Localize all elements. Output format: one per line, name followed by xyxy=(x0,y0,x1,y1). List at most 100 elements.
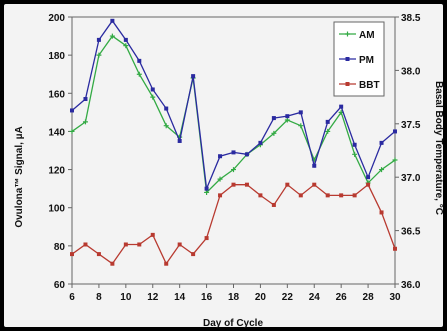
pm-point xyxy=(379,140,384,145)
bbt-point xyxy=(231,182,236,187)
bbt-point xyxy=(110,261,115,266)
am-point xyxy=(82,119,88,125)
pm-point xyxy=(339,104,344,109)
bbt-point xyxy=(393,246,397,251)
am-point xyxy=(271,130,277,136)
am-point xyxy=(379,167,385,173)
pm-point xyxy=(177,138,182,143)
pm-point xyxy=(244,152,249,157)
pm-point xyxy=(137,58,142,63)
bbt-point xyxy=(191,252,196,257)
y-right-tick-label: 36.5 xyxy=(401,227,421,238)
am-point xyxy=(392,157,398,163)
x-tick-label: 8 xyxy=(96,292,102,303)
y-right-tick-label: 36.0 xyxy=(401,280,421,291)
series-layer xyxy=(69,18,398,266)
bbt-point xyxy=(285,182,290,187)
x-axis-title: Day of Cycle xyxy=(203,318,263,329)
bbt-point xyxy=(137,242,142,247)
am-point xyxy=(123,43,129,49)
bbt-point xyxy=(271,202,276,207)
bbt-point xyxy=(352,193,357,198)
legend-label-bbt: BBT xyxy=(359,80,380,91)
am-point xyxy=(352,151,358,157)
y-right-axis-title: Basal Body Temperature, °C xyxy=(433,81,444,215)
am-point xyxy=(96,52,102,58)
y-right-tick-label: 37.5 xyxy=(401,120,421,131)
x-tick-label: 22 xyxy=(282,292,294,303)
pm-point xyxy=(366,175,371,180)
x-tick-label: 10 xyxy=(120,292,132,303)
legend-marker-am xyxy=(345,31,350,37)
y-right-tick-label: 38.5 xyxy=(401,13,421,24)
pm-point xyxy=(83,97,88,102)
pm-point xyxy=(96,37,101,42)
bbt-point xyxy=(177,242,182,247)
bbt-point xyxy=(339,193,344,198)
bbt-point xyxy=(70,252,74,257)
y-left-tick-label: 60 xyxy=(54,280,66,291)
y-right-tick-label: 37.0 xyxy=(401,173,421,184)
am-point xyxy=(231,167,236,173)
pm-point xyxy=(164,106,169,111)
bbt-point xyxy=(164,261,169,266)
bbt-point xyxy=(150,232,155,237)
x-tick-label: 24 xyxy=(309,292,321,303)
pm-point xyxy=(312,163,317,168)
am-point xyxy=(284,117,290,123)
y-left-tick-label: 140 xyxy=(48,127,65,138)
pm-point xyxy=(123,37,128,42)
pm-point xyxy=(285,114,290,119)
x-tick-label: 6 xyxy=(69,292,75,303)
y-left-tick-label: 120 xyxy=(48,166,65,177)
pm-point xyxy=(191,74,196,79)
legend: AM PM BBT xyxy=(333,21,385,97)
legend-label-pm: PM xyxy=(359,55,374,66)
am-point xyxy=(163,123,169,129)
pm-point xyxy=(70,108,74,113)
pm-point xyxy=(110,18,115,23)
am-point xyxy=(298,123,304,129)
pm-point xyxy=(150,87,155,92)
pm-point xyxy=(271,116,276,121)
legend-label-am: AM xyxy=(359,30,375,41)
am-point xyxy=(109,33,115,39)
pm-point xyxy=(258,140,263,145)
bbt-point xyxy=(123,242,128,247)
pm-point xyxy=(231,150,236,155)
am-point xyxy=(69,128,75,134)
x-tick-label: 16 xyxy=(201,292,213,303)
axis-ticks: 6 8 10 12 14 16 18 20 22 24 26 28 30 60 80 100 120 140 160… xyxy=(48,13,421,303)
x-tick-label: 28 xyxy=(363,292,375,303)
bbt-point xyxy=(258,193,263,198)
am-point xyxy=(217,176,223,182)
legend-marker-pm xyxy=(345,57,350,61)
bbt-point xyxy=(218,193,223,198)
am-point xyxy=(136,71,142,77)
legend-marker-bbt xyxy=(345,82,350,86)
am-point xyxy=(325,128,331,134)
bbt-point xyxy=(325,193,330,198)
am-point xyxy=(204,189,210,195)
bbt-point xyxy=(298,193,303,198)
y-left-tick-label: 200 xyxy=(48,13,65,24)
y-left-axis-title: Ovulona™ Signal, µA xyxy=(14,126,25,227)
pm-point xyxy=(352,142,357,147)
y-right-tick-label: 38.0 xyxy=(401,66,421,77)
pm-point xyxy=(204,186,209,191)
bbt-point xyxy=(379,210,384,215)
pm-point xyxy=(393,129,397,134)
x-tick-label: 20 xyxy=(255,292,267,303)
x-tick-label: 26 xyxy=(336,292,348,303)
pm-point xyxy=(218,154,223,159)
x-tick-label: 12 xyxy=(147,292,159,303)
y-left-tick-label: 160 xyxy=(48,89,65,100)
pm-point xyxy=(298,110,303,115)
pm-point xyxy=(325,119,330,124)
x-tick-label: 18 xyxy=(228,292,240,303)
y-left-tick-label: 80 xyxy=(54,242,66,253)
bbt-point xyxy=(83,242,88,247)
x-tick-label: 30 xyxy=(389,292,401,303)
